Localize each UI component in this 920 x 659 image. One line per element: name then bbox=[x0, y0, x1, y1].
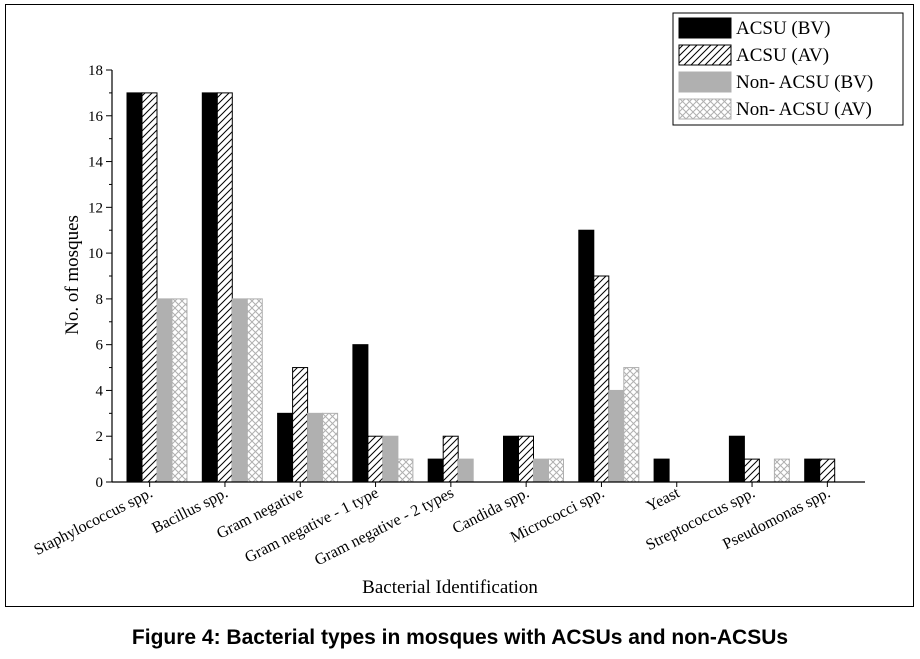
y-axis-title: No. of mosques bbox=[62, 215, 83, 335]
bar-4-6 bbox=[548, 458, 564, 483]
legend-label-3: Non- ACSU (BV) bbox=[736, 72, 873, 93]
bar-4-1 bbox=[171, 298, 188, 483]
y-tick-label-8: 8 bbox=[96, 292, 104, 308]
bar-4-4 bbox=[397, 458, 414, 483]
bar-2-9 bbox=[743, 458, 760, 483]
x-tick-label-1: Staphylococcus spp. bbox=[31, 484, 155, 558]
bar-3-1 bbox=[156, 298, 173, 483]
bar-2-2 bbox=[216, 92, 233, 483]
bar-1-8 bbox=[653, 458, 670, 483]
bar-2-4 bbox=[367, 435, 384, 483]
y-tick-label-10: 10 bbox=[88, 246, 103, 262]
bar-2-3 bbox=[292, 367, 309, 483]
bar-1-9 bbox=[728, 435, 745, 483]
x-tick-label-5: Gram negative - 2 types bbox=[312, 484, 457, 569]
bar-2-7 bbox=[593, 275, 610, 483]
bar-4-2 bbox=[246, 298, 263, 483]
figure-frame bbox=[5, 4, 914, 607]
legend-swatch-1 bbox=[678, 17, 732, 39]
y-tick-label-12: 12 bbox=[88, 200, 103, 216]
y-tick-label-4: 4 bbox=[96, 383, 104, 399]
y-tick-label-18: 18 bbox=[88, 63, 103, 79]
bar-1-6 bbox=[503, 435, 519, 483]
bar-2-1 bbox=[141, 92, 158, 483]
bar-2-5 bbox=[442, 435, 459, 483]
x-axis-title: Bacterial Identification bbox=[362, 577, 538, 598]
figure-caption: Figure 4: Bacterial types in mosques wit… bbox=[131, 626, 789, 649]
bar-1-2 bbox=[201, 92, 218, 483]
bar-2-10 bbox=[819, 458, 836, 483]
bar-3-3 bbox=[307, 412, 324, 483]
bar-4-3 bbox=[322, 412, 339, 483]
bar-1-5 bbox=[427, 458, 444, 483]
y-tick-label-14: 14 bbox=[88, 155, 104, 171]
legend-label-4: Non- ACSU (AV) bbox=[736, 99, 872, 120]
bar-3-2 bbox=[231, 298, 248, 483]
y-tick-label-16: 16 bbox=[88, 109, 104, 125]
bar-4-7 bbox=[623, 367, 640, 483]
y-tick-label-2: 2 bbox=[96, 429, 104, 445]
legend: ACSU (BV) ACSU (AV) Non- ACSU (BV) Non- ACS… bbox=[672, 12, 904, 126]
bar-1-7 bbox=[578, 229, 595, 483]
bar-3-6 bbox=[533, 458, 549, 483]
bar-1-10 bbox=[804, 458, 821, 483]
bars-group bbox=[126, 92, 836, 483]
x-tick-label-8: Yeast bbox=[644, 484, 683, 515]
bar-3-4 bbox=[382, 435, 399, 483]
bar-1-4 bbox=[352, 344, 369, 483]
y-tick-label-0: 0 bbox=[96, 475, 104, 491]
legend-label-2: ACSU (AV) bbox=[736, 45, 829, 66]
bar-3-7 bbox=[608, 389, 625, 483]
bar-1-3 bbox=[277, 412, 294, 483]
legend-label-1: ACSU (BV) bbox=[736, 18, 830, 39]
bar-4-9 bbox=[773, 458, 790, 483]
legend-swatch-3 bbox=[678, 71, 732, 93]
legend-swatch-4 bbox=[678, 98, 732, 120]
bar-1-1 bbox=[126, 92, 143, 483]
bar-3-5 bbox=[457, 458, 474, 483]
legend-swatch-2 bbox=[678, 44, 732, 66]
y-tick-label-6: 6 bbox=[96, 338, 104, 354]
bar-2-6 bbox=[518, 435, 534, 483]
